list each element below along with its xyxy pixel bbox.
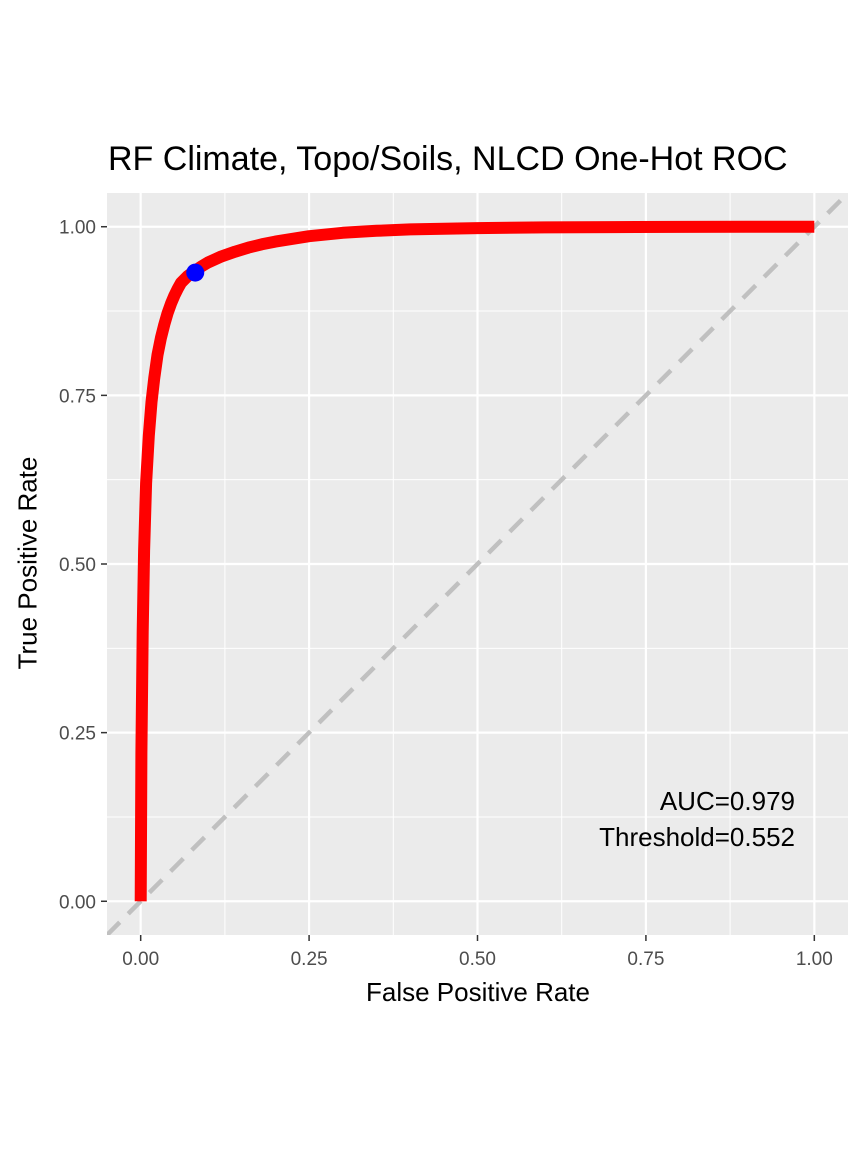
diagonal-reference-line (107, 193, 848, 935)
x-tick-label: 1.00 (796, 949, 833, 970)
y-tick-label: 0.50 (59, 555, 96, 576)
marker-layer (186, 263, 205, 282)
y-tick-label: 1.00 (59, 218, 96, 239)
x-tick-label: 0.25 (291, 949, 328, 970)
auc-annotation: AUC=0.979 (660, 786, 795, 816)
x-axis-label: False Positive Rate (366, 977, 590, 1007)
threshold-annotation: Threshold=0.552 (599, 822, 795, 852)
x-tick-group: 0.00 0.25 0.50 0.75 1.00 (122, 935, 833, 970)
x-tick-label: 0.50 (459, 949, 496, 970)
y-tick-label: 0.25 (59, 724, 96, 745)
y-tick-label: 0.75 (59, 386, 96, 407)
chart-title: RF Climate, Topo/Soils, NLCD One-Hot ROC (108, 140, 788, 178)
annotation-group: AUC=0.979 Threshold=0.552 (599, 786, 795, 852)
y-tick-group: 0.00 0.25 0.50 0.75 1.00 (59, 218, 107, 913)
threshold-point-marker (186, 263, 205, 282)
x-tick-label: 0.75 (627, 949, 664, 970)
x-tick-label: 0.00 (122, 949, 159, 970)
y-tick-label: 0.00 (59, 892, 96, 913)
